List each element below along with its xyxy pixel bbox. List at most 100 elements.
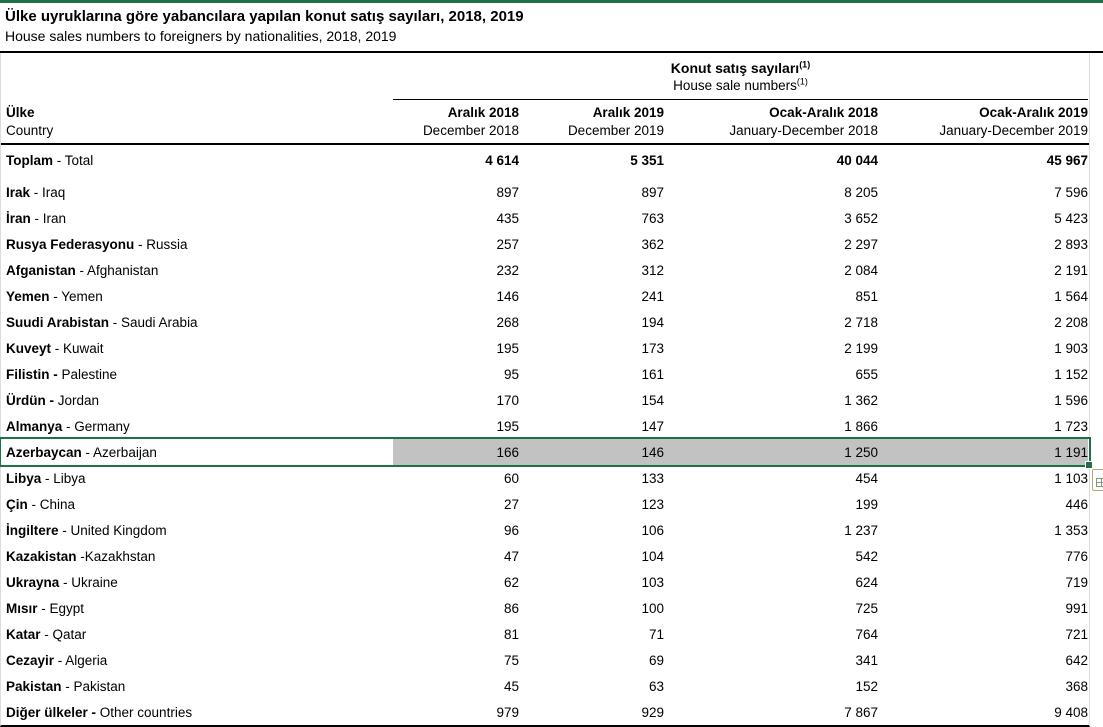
value-cell-jandec2019[interactable]: 1 191 <box>878 439 1088 465</box>
row-header-cell[interactable]: Ülke Country <box>1 100 393 143</box>
value-cell-dec2019[interactable]: 763 <box>641 210 664 226</box>
country-cell[interactable]: Toplam - Total <box>1 145 393 175</box>
value-cell-jandec2018[interactable]: 1 250 <box>664 439 878 465</box>
value-cell-jandec2018[interactable]: 725 <box>855 600 878 616</box>
value-cell-jandec2018[interactable]: 341 <box>855 652 878 668</box>
table-row[interactable]: Toplam - Total 4 614 5 351 40 044 45 967 <box>1 145 1089 179</box>
value-cell-jandec2019[interactable]: 368 <box>1065 678 1088 694</box>
value-cell-jandec2019[interactable]: 446 <box>1065 496 1088 512</box>
value-cell-jandec2018[interactable]: 2 297 <box>844 236 878 252</box>
table-row[interactable]: Kazakistan -Kazakhstan 47 104 542 776 <box>1 543 1089 569</box>
value-cell-dec2019[interactable]: 69 <box>648 652 664 668</box>
value-cell-dec2019[interactable]: 173 <box>641 340 664 356</box>
value-cell-jandec2019[interactable]: 9 408 <box>1054 704 1088 720</box>
value-cell-jandec2019[interactable]: 1 353 <box>1054 522 1088 538</box>
value-cell-jandec2019[interactable]: 1 564 <box>1054 288 1088 304</box>
value-cell-jandec2018[interactable]: 655 <box>855 366 878 382</box>
value-cell-jandec2018[interactable]: 2 084 <box>844 262 878 278</box>
value-cell-dec2019[interactable]: 241 <box>641 288 664 304</box>
table-row[interactable]: Suudi Arabistan - Saudi Arabia 268 194 2… <box>1 309 1089 335</box>
value-cell-jandec2018[interactable]: 7 867 <box>844 704 878 720</box>
value-cell-jandec2019[interactable]: 45 967 <box>1046 152 1088 168</box>
country-cell[interactable]: Diğer ülkeler - Other countries <box>1 699 393 725</box>
country-cell[interactable]: Cezayir - Algeria <box>1 647 393 673</box>
value-cell-dec2018[interactable]: 166 <box>393 439 519 465</box>
table-row[interactable]: Çin - China 27 123 199 446 <box>1 491 1089 517</box>
table-row[interactable]: Irak - Iraq 897 897 8 205 7 596 <box>1 179 1089 205</box>
value-cell-jandec2018[interactable]: 1 866 <box>844 418 878 434</box>
country-cell[interactable]: Filistin - Palestine <box>1 361 393 387</box>
value-cell-dec2018[interactable]: 979 <box>496 704 519 720</box>
value-cell-dec2019[interactable]: 929 <box>641 704 664 720</box>
value-cell-dec2018[interactable]: 4 614 <box>485 152 519 168</box>
value-cell-dec2018[interactable]: 27 <box>503 496 519 512</box>
country-cell[interactable]: İran - Iran <box>1 205 393 231</box>
value-cell-jandec2019[interactable]: 719 <box>1065 574 1088 590</box>
value-cell-dec2018[interactable]: 435 <box>496 210 519 226</box>
table-row[interactable]: Filistin - Palestine 95 161 655 1 152 <box>1 361 1089 387</box>
value-cell-dec2018[interactable]: 257 <box>496 236 519 252</box>
table-row[interactable]: Pakistan - Pakistan 45 63 152 368 <box>1 673 1089 699</box>
country-cell[interactable]: Çin - China <box>1 491 393 517</box>
value-cell-dec2018[interactable]: 81 <box>503 626 519 642</box>
column-header-dec2019[interactable]: Aralık 2019 December 2019 <box>567 105 664 138</box>
value-cell-jandec2018[interactable]: 2 718 <box>844 314 878 330</box>
table-row-selected[interactable]: Azerbaycan - Azerbaijan 166 146 1 250 1 … <box>1 439 1093 469</box>
value-cell-jandec2019[interactable]: 1 596 <box>1054 392 1088 408</box>
value-cell-dec2019[interactable]: 147 <box>641 418 664 434</box>
value-cell-dec2018[interactable]: 60 <box>503 470 519 486</box>
value-cell-dec2018[interactable]: 195 <box>496 340 519 356</box>
value-cell-dec2018[interactable]: 232 <box>496 262 519 278</box>
table-row[interactable]: Yemen - Yemen 146 241 851 1 564 <box>1 283 1089 309</box>
table-row[interactable]: Ukrayna - Ukraine 62 103 624 719 <box>1 569 1089 595</box>
value-cell-jandec2018[interactable]: 152 <box>855 678 878 694</box>
country-cell[interactable]: Kuveyt - Kuwait <box>1 335 393 361</box>
value-cell-jandec2018[interactable]: 40 044 <box>836 152 878 168</box>
value-cell-dec2018[interactable]: 45 <box>503 678 519 694</box>
column-header-dec2018[interactable]: Aralık 2018 December 2018 <box>422 105 519 138</box>
table-row[interactable]: Almanya - Germany 195 147 1 866 1 723 <box>1 413 1089 439</box>
column-header-jandec2018[interactable]: Ocak-Aralık 2018 January-December 2018 <box>729 105 878 138</box>
value-cell-jandec2018[interactable]: 1 362 <box>844 392 878 408</box>
value-cell-jandec2018[interactable]: 1 237 <box>844 522 878 538</box>
value-cell-dec2019[interactable]: 106 <box>641 522 664 538</box>
value-cell-jandec2019[interactable]: 7 596 <box>1054 184 1088 200</box>
value-cell-jandec2019[interactable]: 1 903 <box>1054 340 1088 356</box>
value-cell-jandec2019[interactable]: 1 723 <box>1054 418 1088 434</box>
quick-analysis-button[interactable]: ⚡ <box>1092 469 1103 491</box>
table-row[interactable]: Afganistan - Afghanistan 232 312 2 084 2… <box>1 257 1089 283</box>
value-cell-dec2019[interactable]: 897 <box>641 184 664 200</box>
value-cell-jandec2019[interactable]: 721 <box>1065 626 1088 642</box>
country-cell[interactable]: Pakistan - Pakistan <box>1 673 393 699</box>
value-cell-jandec2018[interactable]: 454 <box>855 470 878 486</box>
value-cell-dec2019[interactable]: 133 <box>641 470 664 486</box>
country-cell[interactable]: Rusya Federasyonu - Russia <box>1 231 393 257</box>
value-cell-jandec2018[interactable]: 199 <box>855 496 878 512</box>
value-cell-dec2018[interactable]: 96 <box>503 522 519 538</box>
country-cell[interactable]: Irak - Iraq <box>1 179 393 205</box>
table-row[interactable]: Libya - Libya 60 133 454 1 103 <box>1 465 1089 491</box>
country-cell[interactable]: Libya - Libya <box>1 465 393 491</box>
value-cell-jandec2018[interactable]: 764 <box>855 626 878 642</box>
value-cell-jandec2019[interactable]: 991 <box>1065 600 1088 616</box>
value-cell-dec2019[interactable]: 100 <box>641 600 664 616</box>
country-cell[interactable]: Kazakistan -Kazakhstan <box>1 543 393 569</box>
table-row[interactable]: Ürdün - Jordan 170 154 1 362 1 596 <box>1 387 1089 413</box>
value-cell-jandec2018[interactable]: 8 205 <box>844 184 878 200</box>
value-cell-dec2019[interactable]: 104 <box>641 548 664 564</box>
country-cell[interactable]: Almanya - Germany <box>1 413 393 439</box>
country-cell[interactable]: Ürdün - Jordan <box>1 387 393 413</box>
value-cell-jandec2019[interactable]: 1 152 <box>1054 366 1088 382</box>
country-cell[interactable]: Mısır - Egypt <box>1 595 393 621</box>
value-cell-dec2018[interactable]: 268 <box>496 314 519 330</box>
value-cell-dec2019[interactable]: 71 <box>648 626 664 642</box>
value-cell-dec2018[interactable]: 95 <box>503 366 519 382</box>
value-cell-dec2019[interactable]: 194 <box>641 314 664 330</box>
value-cell-dec2019[interactable]: 312 <box>641 262 664 278</box>
value-cell-dec2019[interactable]: 154 <box>641 392 664 408</box>
table-row[interactable]: İran - Iran 435 763 3 652 5 423 <box>1 205 1089 231</box>
table-row[interactable]: İngiltere - United Kingdom 96 106 1 237 … <box>1 517 1089 543</box>
country-cell[interactable]: Katar - Qatar <box>1 621 393 647</box>
value-cell-jandec2018[interactable]: 851 <box>855 288 878 304</box>
value-cell-dec2019[interactable]: 5 351 <box>630 152 664 168</box>
